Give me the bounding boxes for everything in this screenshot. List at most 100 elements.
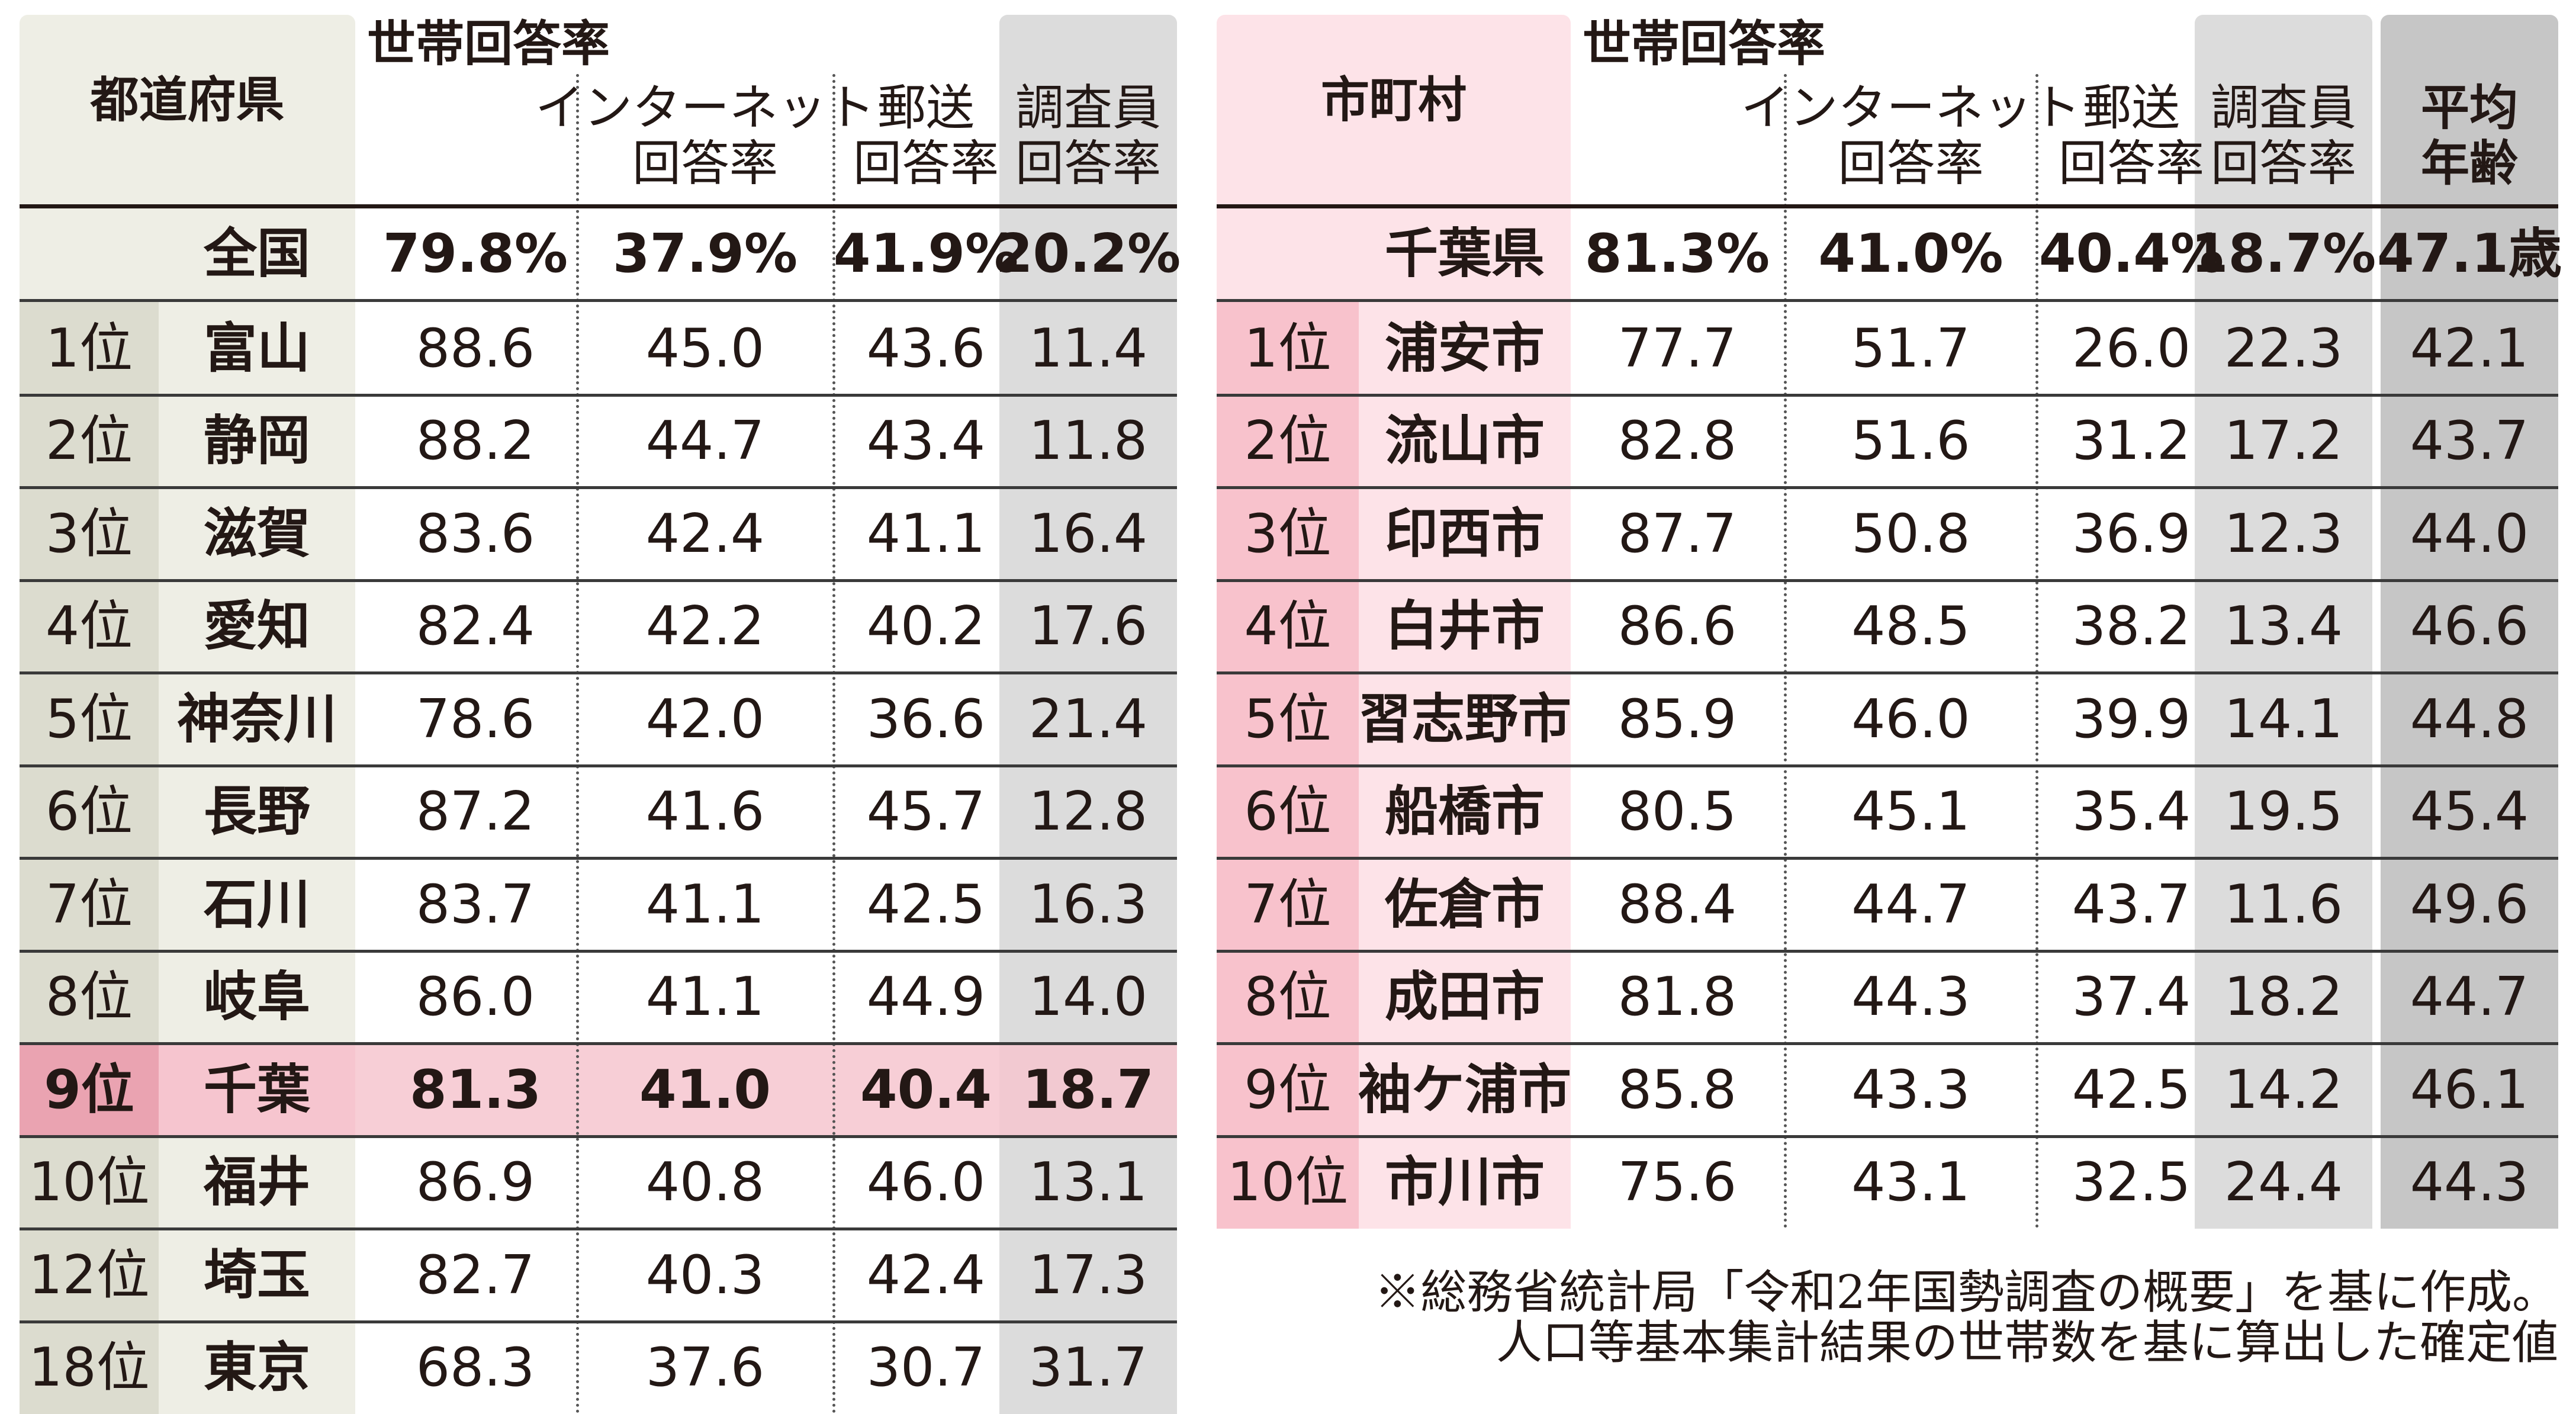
rank-label: 7位 [1217, 858, 1359, 951]
cell-surveyor: 17.2 [2195, 395, 2372, 488]
rank-label: 10位 [1217, 1136, 1359, 1229]
cell-age: 49.6 [2381, 858, 2558, 951]
rank-label: 1位 [1217, 302, 1359, 395]
area-name: 流山市 [1359, 395, 1571, 488]
cell-total: 87.2 [375, 766, 576, 859]
source-note-line-2: 人口等基本集計結果の世帯数を基に算出した確定値 [1496, 1306, 2558, 1372]
cell-mail: 46.0 [834, 1136, 1018, 1229]
column-header-internet: インターネット回答率 [578, 77, 832, 195]
cell-internet: 43.3 [1785, 1043, 2037, 1136]
cell-surveyor: 24.4 [2195, 1136, 2372, 1229]
column-header-mail-line: 回答率 [853, 136, 999, 192]
cell-surveyor: 18.2 [2195, 951, 2372, 1044]
cell-mail: 30.7 [834, 1322, 1018, 1414]
header-rule [1217, 204, 2558, 208]
cell-total: 88.6 [375, 302, 576, 395]
cell-age: 45.4 [2381, 766, 2558, 859]
cell-internet: 41.1 [578, 951, 832, 1044]
column-header-internet-line: 回答率 [1838, 136, 1983, 192]
rank-label: 9位 [20, 1043, 159, 1136]
cell-mail: 45.7 [834, 766, 1018, 859]
cell-internet: 41.1 [578, 858, 832, 951]
cell-internet: 43.1 [1785, 1136, 2037, 1229]
area-name: 富山 [159, 302, 355, 395]
cell-surveyor: 16.4 [999, 487, 1177, 580]
cell-mail: 36.6 [834, 673, 1018, 766]
cell-mail: 42.4 [834, 1229, 1018, 1322]
column-header-surveyor-line: 回答率 [1015, 136, 1161, 192]
rank-label: 8位 [20, 951, 159, 1044]
cell-total: 83.7 [375, 858, 576, 951]
area-name: 袖ケ浦市 [1359, 1043, 1571, 1136]
rank-label: 7位 [20, 858, 159, 951]
cell-surveyor: 14.0 [999, 951, 1177, 1044]
summary-total: 81.3% [1571, 208, 1784, 299]
rank-label: 4位 [20, 580, 159, 673]
column-header-age-line: 平均 [2421, 81, 2518, 136]
area-name: 石川 [159, 858, 355, 951]
cell-age: 43.7 [2381, 395, 2558, 488]
cell-total: 80.5 [1571, 766, 1784, 859]
table-header-title: 世帯回答率 [1583, 12, 1825, 77]
rank-label: 8位 [1217, 951, 1359, 1044]
area-name: 東京 [159, 1322, 355, 1414]
cell-surveyor: 18.7 [999, 1043, 1177, 1136]
rank-label: 4位 [1217, 580, 1359, 673]
cell-internet: 46.0 [1785, 673, 2037, 766]
cell-total: 75.6 [1571, 1136, 1784, 1229]
area-name: 埼玉 [159, 1229, 355, 1322]
area-name: 千葉 [159, 1043, 355, 1136]
cell-surveyor: 12.3 [2195, 487, 2372, 580]
summary-internet: 41.0% [1785, 208, 2037, 299]
summary-surveyor: 18.7% [2195, 208, 2372, 299]
cell-internet: 51.6 [1785, 395, 2037, 488]
cell-internet: 42.0 [578, 673, 832, 766]
header-rule [20, 204, 1177, 208]
cell-internet: 40.8 [578, 1136, 832, 1229]
cell-surveyor: 12.8 [999, 766, 1177, 859]
column-header-name: 市町村 [1217, 15, 1571, 187]
cell-mail: 43.4 [834, 395, 1018, 488]
column-header-surveyor: 調査員回答率 [2195, 77, 2372, 195]
area-name: 印西市 [1359, 487, 1571, 580]
column-header-internet: インターネット回答率 [1785, 77, 2037, 195]
area-name: 長野 [159, 766, 355, 859]
cell-surveyor: 11.8 [999, 395, 1177, 488]
cell-mail: 40.2 [834, 580, 1018, 673]
area-name: 佐倉市 [1359, 858, 1571, 951]
area-name: 船橋市 [1359, 766, 1571, 859]
cell-surveyor: 11.6 [2195, 858, 2372, 951]
area-name: 愛知 [159, 580, 355, 673]
cell-total: 82.8 [1571, 395, 1784, 488]
summary-label: 千葉県 [1359, 208, 1571, 299]
column-header-age-line: 年齢 [2421, 136, 2518, 192]
cell-internet: 45.1 [1785, 766, 2037, 859]
cell-total: 85.8 [1571, 1043, 1784, 1136]
table-header-title: 世帯回答率 [367, 12, 610, 77]
cell-total: 86.6 [1571, 580, 1784, 673]
cell-internet: 45.0 [578, 302, 832, 395]
column-header-mail-line: 郵送 [877, 81, 975, 136]
rank-label: 5位 [1217, 673, 1359, 766]
summary-mail: 41.9% [834, 208, 1018, 299]
cell-internet: 37.6 [578, 1322, 832, 1414]
cell-internet: 48.5 [1785, 580, 2037, 673]
cell-surveyor: 11.4 [999, 302, 1177, 395]
column-header-surveyor-line: 調査員 [1015, 81, 1161, 136]
cell-internet: 44.7 [1785, 858, 2037, 951]
cell-total: 85.9 [1571, 673, 1784, 766]
cell-internet: 40.3 [578, 1229, 832, 1322]
cell-mail: 42.5 [834, 858, 1018, 951]
cell-surveyor: 13.1 [999, 1136, 1177, 1229]
cell-total: 83.6 [375, 487, 576, 580]
column-header-name: 都道府県 [20, 15, 355, 187]
cell-total: 87.7 [1571, 487, 1784, 580]
rank-label: 9位 [1217, 1043, 1359, 1136]
cell-surveyor: 14.1 [2195, 673, 2372, 766]
cell-age: 44.8 [2381, 673, 2558, 766]
rank-label: 12位 [20, 1229, 159, 1322]
cell-age: 44.7 [2381, 951, 2558, 1044]
cell-internet: 51.7 [1785, 302, 2037, 395]
cell-mail: 41.1 [834, 487, 1018, 580]
cell-total: 88.4 [1571, 858, 1784, 951]
